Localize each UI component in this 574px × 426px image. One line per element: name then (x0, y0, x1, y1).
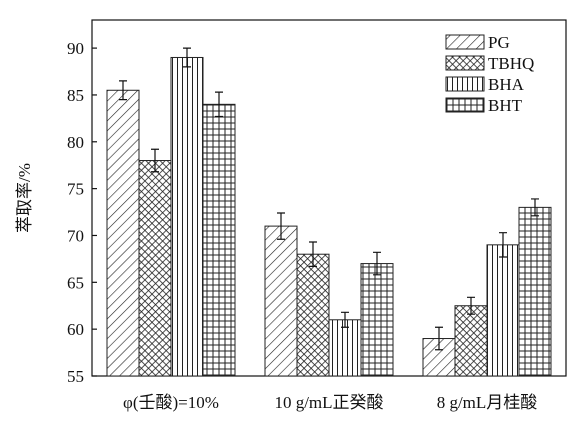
y-tick-label: 55 (67, 367, 84, 386)
error-bar (215, 91, 223, 118)
bar (138, 160, 172, 377)
y-tick-label: 65 (67, 273, 84, 292)
error-bar (373, 251, 381, 276)
bar (264, 225, 298, 377)
x-tick-label: 10 g/mL正癸酸 (274, 393, 383, 412)
legend-swatch (445, 97, 485, 113)
y-axis-label: 萃取率/% (15, 163, 34, 233)
error-bar (309, 241, 317, 267)
legend-label: BHT (488, 96, 523, 115)
error-bar (499, 232, 507, 258)
error-bar (531, 198, 539, 217)
legend-swatch (445, 76, 485, 92)
y-tick-label: 70 (67, 226, 84, 245)
y-tick-label: 85 (67, 86, 84, 105)
error-bar (183, 47, 191, 68)
y-tick-label: 90 (67, 39, 84, 58)
bar (454, 305, 488, 377)
y-tick-label: 75 (67, 180, 84, 199)
error-bar (435, 326, 443, 351)
error-bar (277, 212, 285, 240)
legend-swatch (445, 55, 485, 71)
bar (328, 319, 362, 377)
error-bar (341, 311, 349, 328)
error-bar (119, 80, 127, 101)
error-bar (467, 296, 475, 315)
legend-label: PG (488, 33, 510, 52)
y-tick-label: 60 (67, 320, 84, 339)
bar (518, 206, 552, 377)
error-bar (151, 148, 159, 173)
bar (170, 56, 204, 377)
bar (296, 253, 330, 377)
x-tick-label: φ(壬酸)=10% (123, 393, 219, 412)
legend-label: TBHQ (488, 54, 534, 73)
legend-label: BHA (488, 75, 525, 94)
legend-swatch (445, 34, 485, 50)
x-tick-label: 8 g/mL月桂酸 (437, 393, 538, 412)
bar (486, 244, 520, 377)
y-tick-label: 80 (67, 133, 84, 152)
bar (106, 89, 140, 377)
bar (360, 263, 394, 377)
bar (202, 103, 236, 377)
